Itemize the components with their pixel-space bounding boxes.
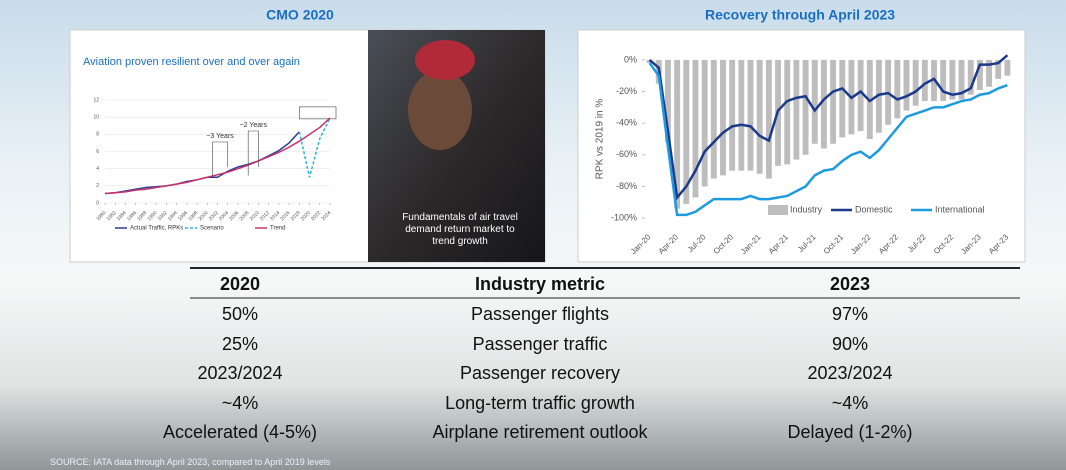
series-line bbox=[104, 117, 331, 195]
table-cell: ~4% bbox=[831, 392, 869, 413]
annotation: ~2 Years bbox=[240, 122, 268, 129]
bar bbox=[729, 59, 736, 171]
bar bbox=[747, 59, 754, 171]
table-cell: 2023/2024 bbox=[807, 363, 893, 383]
table-cell: 97% bbox=[831, 304, 869, 324]
y-tick-label: 10 bbox=[93, 114, 99, 120]
annotation-bracket bbox=[247, 130, 259, 176]
y-tick-label: 2 bbox=[96, 183, 99, 189]
bar bbox=[683, 59, 690, 204]
bar bbox=[692, 59, 699, 198]
table-cell: Long-term traffic growth bbox=[445, 392, 635, 413]
bar bbox=[784, 59, 791, 165]
table-cell: 2020 bbox=[219, 274, 261, 294]
table-cell: 25% bbox=[221, 333, 259, 354]
bar bbox=[720, 59, 726, 176]
bar bbox=[710, 59, 717, 179]
y-tick-label: 0% bbox=[624, 54, 637, 64]
bar bbox=[701, 59, 708, 187]
y-tick-label: -80% bbox=[616, 181, 637, 191]
bar bbox=[802, 59, 809, 155]
bar bbox=[912, 59, 919, 106]
legend-label: International bbox=[935, 204, 985, 214]
y-tick-label: 8 bbox=[96, 132, 99, 138]
table-cell: Passenger traffic bbox=[472, 333, 608, 354]
table-cell: Passenger flights bbox=[470, 304, 610, 324]
table-cell: Accelerated (4-5%) bbox=[162, 422, 318, 442]
legend-label: Trend bbox=[270, 226, 285, 232]
table-cell: 2023 bbox=[829, 274, 871, 294]
bar bbox=[811, 59, 818, 144]
y-tick-label: 0 bbox=[96, 200, 99, 206]
bar bbox=[765, 59, 772, 179]
photo-caption: Fundamentals of air travel demand return… bbox=[402, 212, 518, 247]
bar bbox=[756, 59, 763, 174]
series-line bbox=[298, 117, 331, 178]
bar bbox=[839, 59, 846, 138]
annotation: ~3 Years bbox=[206, 133, 234, 140]
bar bbox=[793, 59, 800, 160]
table-cell: 90% bbox=[831, 333, 869, 354]
panel-heading: CMO 2020 bbox=[266, 7, 334, 23]
table-cell: ~4% bbox=[221, 392, 259, 413]
table-cell: 2023/2024 bbox=[197, 363, 283, 383]
legend-label: Domestic bbox=[855, 204, 893, 214]
bar bbox=[894, 59, 901, 119]
photo-figure bbox=[408, 70, 472, 150]
bar bbox=[995, 59, 1002, 79]
y-tick-label: 12 bbox=[93, 97, 99, 103]
bar bbox=[921, 59, 928, 102]
bar bbox=[976, 59, 983, 90]
table-cell: Delayed (1-2%) bbox=[787, 422, 913, 442]
y-tick-label: -60% bbox=[616, 149, 637, 159]
table-cell: Industry metric bbox=[474, 274, 606, 294]
bar bbox=[830, 59, 837, 144]
legend-label: Industry bbox=[790, 204, 823, 214]
annotation-box bbox=[299, 106, 337, 120]
y-tick-label: 4 bbox=[96, 166, 99, 172]
table-cell: Passenger recovery bbox=[459, 363, 621, 383]
table-cell: Airplane retirement outlook bbox=[432, 422, 648, 442]
series-line bbox=[648, 62, 1008, 217]
chart-title: Aviation proven resilient over and over … bbox=[83, 56, 300, 68]
bar bbox=[857, 59, 864, 132]
legend-label: Actual Traffic, RPKs bbox=[130, 226, 183, 232]
bar bbox=[949, 59, 956, 100]
series-line bbox=[648, 54, 1009, 201]
bar bbox=[986, 59, 992, 87]
photo-hat bbox=[415, 40, 475, 80]
y-axis-label: RPK vs 2019 in % bbox=[595, 99, 606, 180]
bar bbox=[958, 59, 965, 100]
bar bbox=[903, 59, 910, 111]
y-tick-label: -40% bbox=[616, 118, 637, 128]
bar bbox=[940, 59, 947, 102]
bar bbox=[967, 59, 974, 95]
bar bbox=[820, 59, 827, 149]
bar bbox=[1004, 59, 1011, 76]
table-cell: 50% bbox=[221, 304, 259, 324]
legend-swatch bbox=[768, 205, 788, 215]
y-tick-label: 6 bbox=[96, 149, 99, 155]
legend-label: Scenario bbox=[200, 226, 224, 232]
bar bbox=[876, 59, 882, 133]
right-panel bbox=[577, 29, 1026, 263]
y-tick-label: -20% bbox=[616, 86, 637, 96]
source-note: SOURCE: IATA data through April 2023, co… bbox=[50, 457, 331, 467]
bar bbox=[674, 59, 681, 209]
annotation-bracket bbox=[212, 141, 229, 176]
bar bbox=[738, 59, 745, 171]
bar bbox=[665, 59, 671, 143]
y-tick-label: -100% bbox=[611, 212, 637, 222]
panel-heading: Recovery through April 2023 bbox=[705, 7, 895, 23]
